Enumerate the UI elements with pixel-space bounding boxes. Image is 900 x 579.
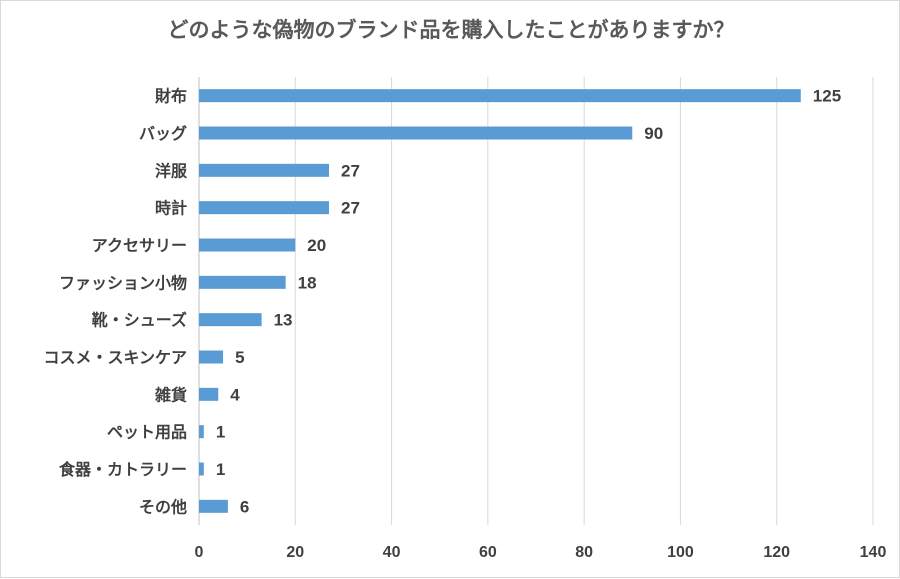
category-label: 食器・カトラリー bbox=[58, 460, 187, 479]
bar-1 bbox=[199, 126, 633, 140]
value-label: 18 bbox=[298, 273, 317, 292]
category-label: ペット用品 bbox=[107, 423, 187, 442]
x-tick-label: 120 bbox=[763, 544, 790, 561]
value-label: 6 bbox=[240, 497, 249, 516]
category-labels: 財布バッグ洋服時計アクセサリーファッション小物靴・シューズコスメ・スキンケア雑貨… bbox=[43, 87, 188, 517]
value-label: 5 bbox=[235, 348, 244, 367]
bar-8 bbox=[199, 387, 219, 401]
x-tick-label: 0 bbox=[195, 544, 204, 561]
x-tick-label: 100 bbox=[667, 544, 694, 561]
bar-5 bbox=[199, 275, 286, 289]
bar-6 bbox=[199, 313, 262, 327]
x-tick-label: 140 bbox=[860, 544, 887, 561]
value-label: 1 bbox=[216, 423, 225, 442]
x-tick-label: 40 bbox=[383, 544, 401, 561]
category-label: コスメ・スキンケア bbox=[43, 348, 187, 367]
x-tick-label: 20 bbox=[286, 544, 304, 561]
value-label: 27 bbox=[341, 199, 360, 218]
category-label: 洋服 bbox=[155, 161, 188, 180]
category-label: アクセサリー bbox=[92, 236, 187, 255]
category-label: ファッション小物 bbox=[59, 273, 187, 292]
x-axis-tick-labels: 0 20 40 60 80 100 120 140 bbox=[195, 544, 887, 561]
category-label: 雑貨 bbox=[154, 385, 187, 404]
gridlines bbox=[198, 77, 874, 525]
category-label: バッグ bbox=[139, 124, 187, 143]
value-label: 4 bbox=[230, 385, 240, 404]
value-label: 1 bbox=[216, 460, 225, 479]
chart-title: どのような偽物のブランド品を購入したことがありますか？ bbox=[168, 18, 735, 42]
bar-0 bbox=[199, 89, 801, 103]
bar-9 bbox=[199, 425, 204, 439]
value-label: 13 bbox=[274, 311, 293, 330]
category-label: 時計 bbox=[155, 199, 187, 218]
bar-3 bbox=[199, 201, 329, 215]
bar-7 bbox=[199, 350, 224, 364]
value-label: 20 bbox=[307, 236, 326, 255]
bar-10 bbox=[199, 462, 204, 476]
category-label: その他 bbox=[139, 497, 187, 516]
bar-11 bbox=[199, 499, 228, 513]
x-tick-label: 60 bbox=[479, 544, 497, 561]
category-label: 靴・シューズ bbox=[92, 311, 187, 330]
x-tick-label: 80 bbox=[575, 544, 593, 561]
bar-2 bbox=[199, 163, 329, 177]
value-label: 27 bbox=[341, 161, 360, 180]
value-label: 125 bbox=[813, 87, 841, 106]
bar-4 bbox=[199, 238, 296, 252]
bars bbox=[199, 89, 801, 513]
category-label: 財布 bbox=[155, 87, 187, 106]
value-label: 90 bbox=[644, 124, 663, 143]
